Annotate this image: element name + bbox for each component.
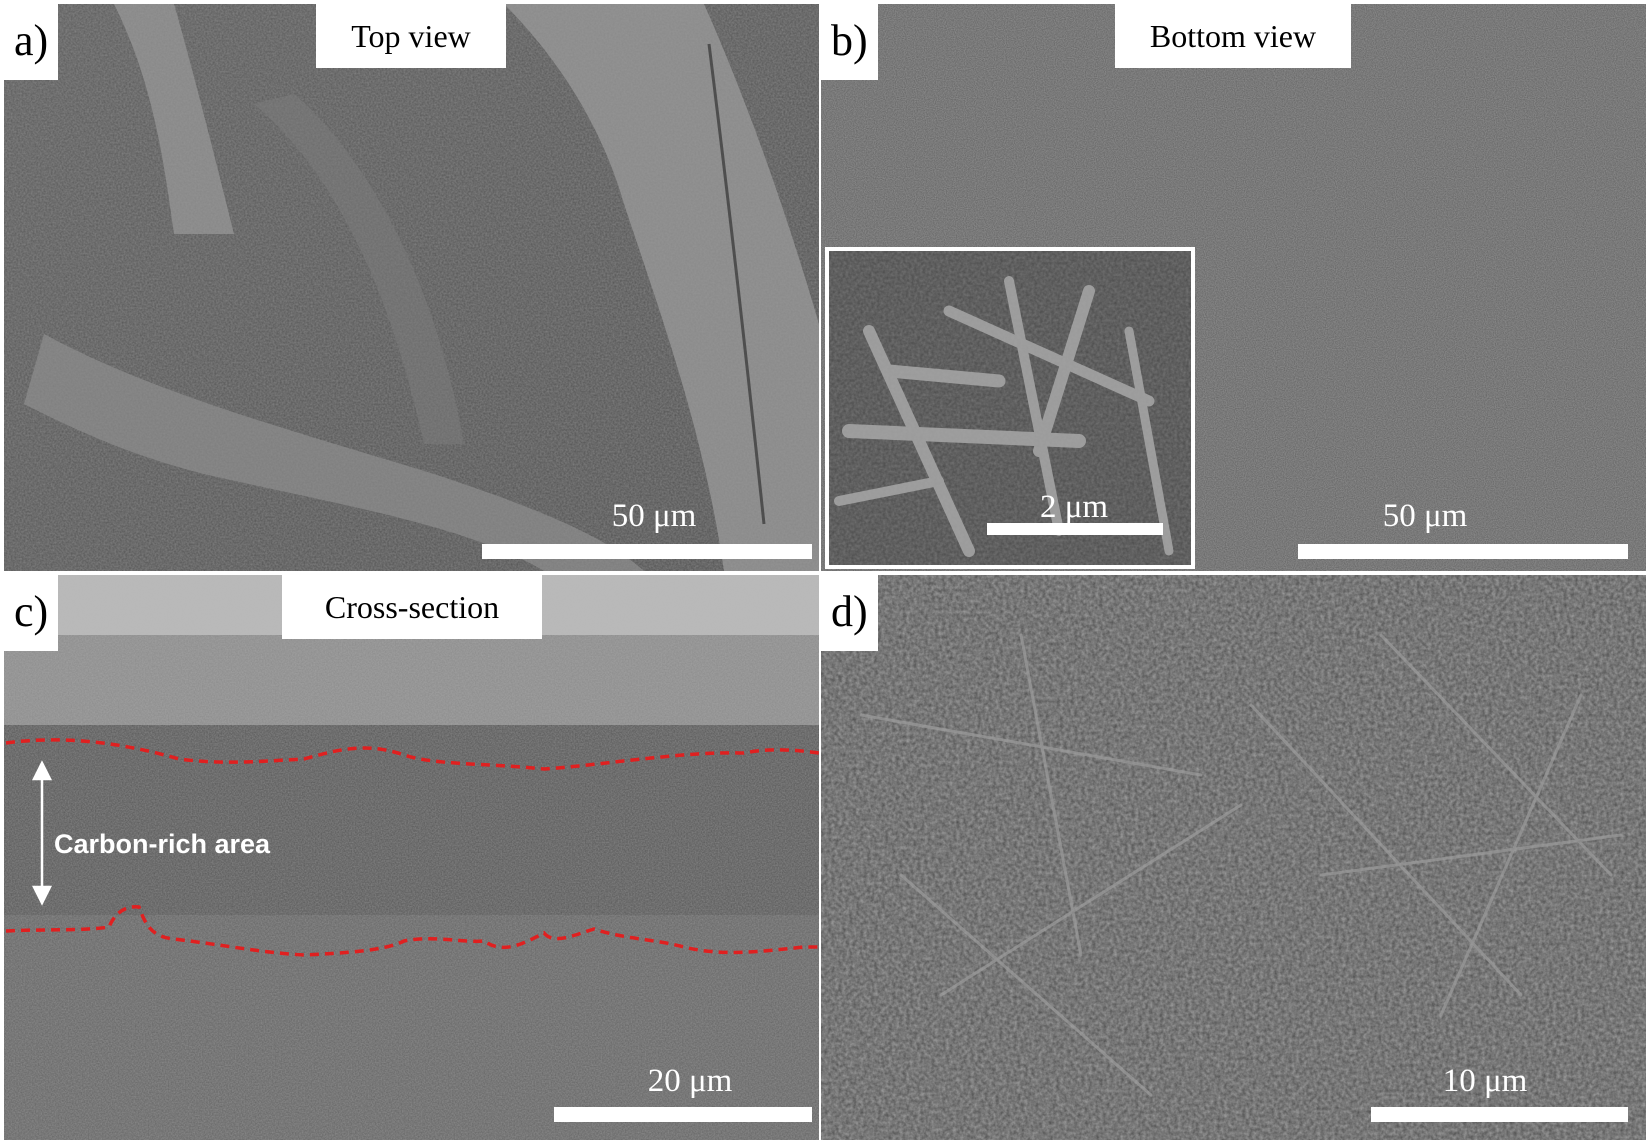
- panel-d-scale-label: 10 μm: [1442, 1063, 1528, 1099]
- panel-a-top-view: a) Top view 50 μm: [4, 4, 819, 571]
- panel-b-scale-bar: [1298, 544, 1628, 559]
- panel-c-scale-bar: [554, 1107, 812, 1122]
- panel-c-letter: c): [4, 575, 59, 651]
- panel-a-caption: Top view: [316, 4, 506, 68]
- carbon-rich-boundary-lines: [5, 738, 819, 957]
- panel-d: d) 10 μm: [821, 575, 1646, 1140]
- panel-a-scale-bar: [482, 544, 812, 559]
- inset-scale-label: 2 μm: [1039, 489, 1109, 525]
- panel-a-scale-label: 50 μm: [611, 498, 697, 534]
- sem-image-top-view: [4, 4, 819, 571]
- carbon-rich-area-label: Carbon-rich area: [54, 829, 271, 859]
- vertical-double-arrow: [31, 760, 53, 906]
- panel-c-scale-label: 20 μm: [647, 1063, 733, 1099]
- inset-scale-bar: [987, 523, 1163, 535]
- panel-d-letter: d): [821, 575, 878, 651]
- panel-c-caption: Cross-section: [282, 575, 542, 639]
- panel-d-scale-bar: [1371, 1107, 1628, 1122]
- sem-inset-image: [829, 251, 1191, 565]
- panel-b-caption: Bottom view: [1115, 4, 1351, 68]
- sem-image-high-magnification: [821, 575, 1646, 1140]
- panel-b-scale-label: 50 μm: [1382, 498, 1468, 534]
- panel-b-bottom-view: b) Bottom view 2 μm: [821, 4, 1646, 571]
- panel-b-inset-zoom: 2 μm: [825, 247, 1195, 569]
- panel-c-cross-section: c) Cross-section Carbon-rich area 20 μm: [4, 575, 819, 1140]
- panel-b-letter: b): [821, 4, 878, 80]
- panel-a-letter: a): [4, 4, 59, 80]
